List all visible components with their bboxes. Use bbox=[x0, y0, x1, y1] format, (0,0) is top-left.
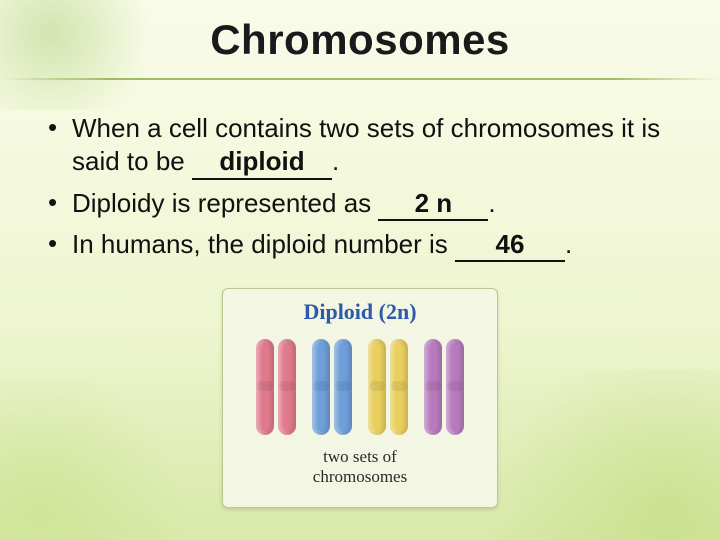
bullet-text-post: . bbox=[488, 188, 495, 218]
diploid-figure: Diploid (2n) two sets of chromosomes bbox=[222, 288, 498, 508]
figure-caption-line: two sets of bbox=[323, 447, 397, 466]
chromatid bbox=[446, 339, 464, 435]
title-underline bbox=[0, 78, 720, 80]
fill-diploid: diploid bbox=[219, 146, 304, 176]
page-title: Chromosomes bbox=[0, 16, 720, 64]
figure-caption: two sets of chromosomes bbox=[313, 447, 407, 486]
chromosome-row bbox=[256, 339, 464, 435]
bullet-text-post: . bbox=[332, 146, 339, 176]
bullet-item: When a cell contains two sets of chromos… bbox=[44, 112, 676, 181]
chromosome-pair bbox=[312, 339, 352, 435]
chromatid bbox=[278, 339, 296, 435]
chromosome-pair bbox=[424, 339, 464, 435]
chromatid bbox=[390, 339, 408, 435]
fill-2n: 2 n bbox=[415, 188, 453, 218]
fill-46: 46 bbox=[496, 229, 525, 259]
chromatid bbox=[312, 339, 330, 435]
bullet-item: Diploidy is represented as 2 n. bbox=[44, 187, 676, 222]
blank-2n: 2 n bbox=[378, 186, 488, 221]
chromatid bbox=[368, 339, 386, 435]
decor-bottom-left bbox=[0, 380, 200, 540]
chromosome-pair bbox=[256, 339, 296, 435]
blank-46: 46 bbox=[455, 227, 565, 262]
bullet-list: When a cell contains two sets of chromos… bbox=[44, 112, 676, 269]
blank-diploid: diploid bbox=[192, 144, 332, 179]
bullet-text-pre: In humans, the diploid number is bbox=[72, 229, 455, 259]
chromatid bbox=[424, 339, 442, 435]
figure-title: Diploid (2n) bbox=[303, 299, 416, 325]
chromosome-pair bbox=[368, 339, 408, 435]
decor-bottom-right bbox=[460, 370, 720, 540]
chromatid bbox=[256, 339, 274, 435]
bullet-text-pre: When a cell contains two sets of chromos… bbox=[72, 113, 660, 176]
bullet-item: In humans, the diploid number is 46. bbox=[44, 228, 676, 263]
bullet-text-pre: Diploidy is represented as bbox=[72, 188, 378, 218]
figure-caption-line: chromosomes bbox=[313, 467, 407, 486]
slide: Chromosomes When a cell contains two set… bbox=[0, 0, 720, 540]
bullet-text-post: . bbox=[565, 229, 572, 259]
chromatid bbox=[334, 339, 352, 435]
